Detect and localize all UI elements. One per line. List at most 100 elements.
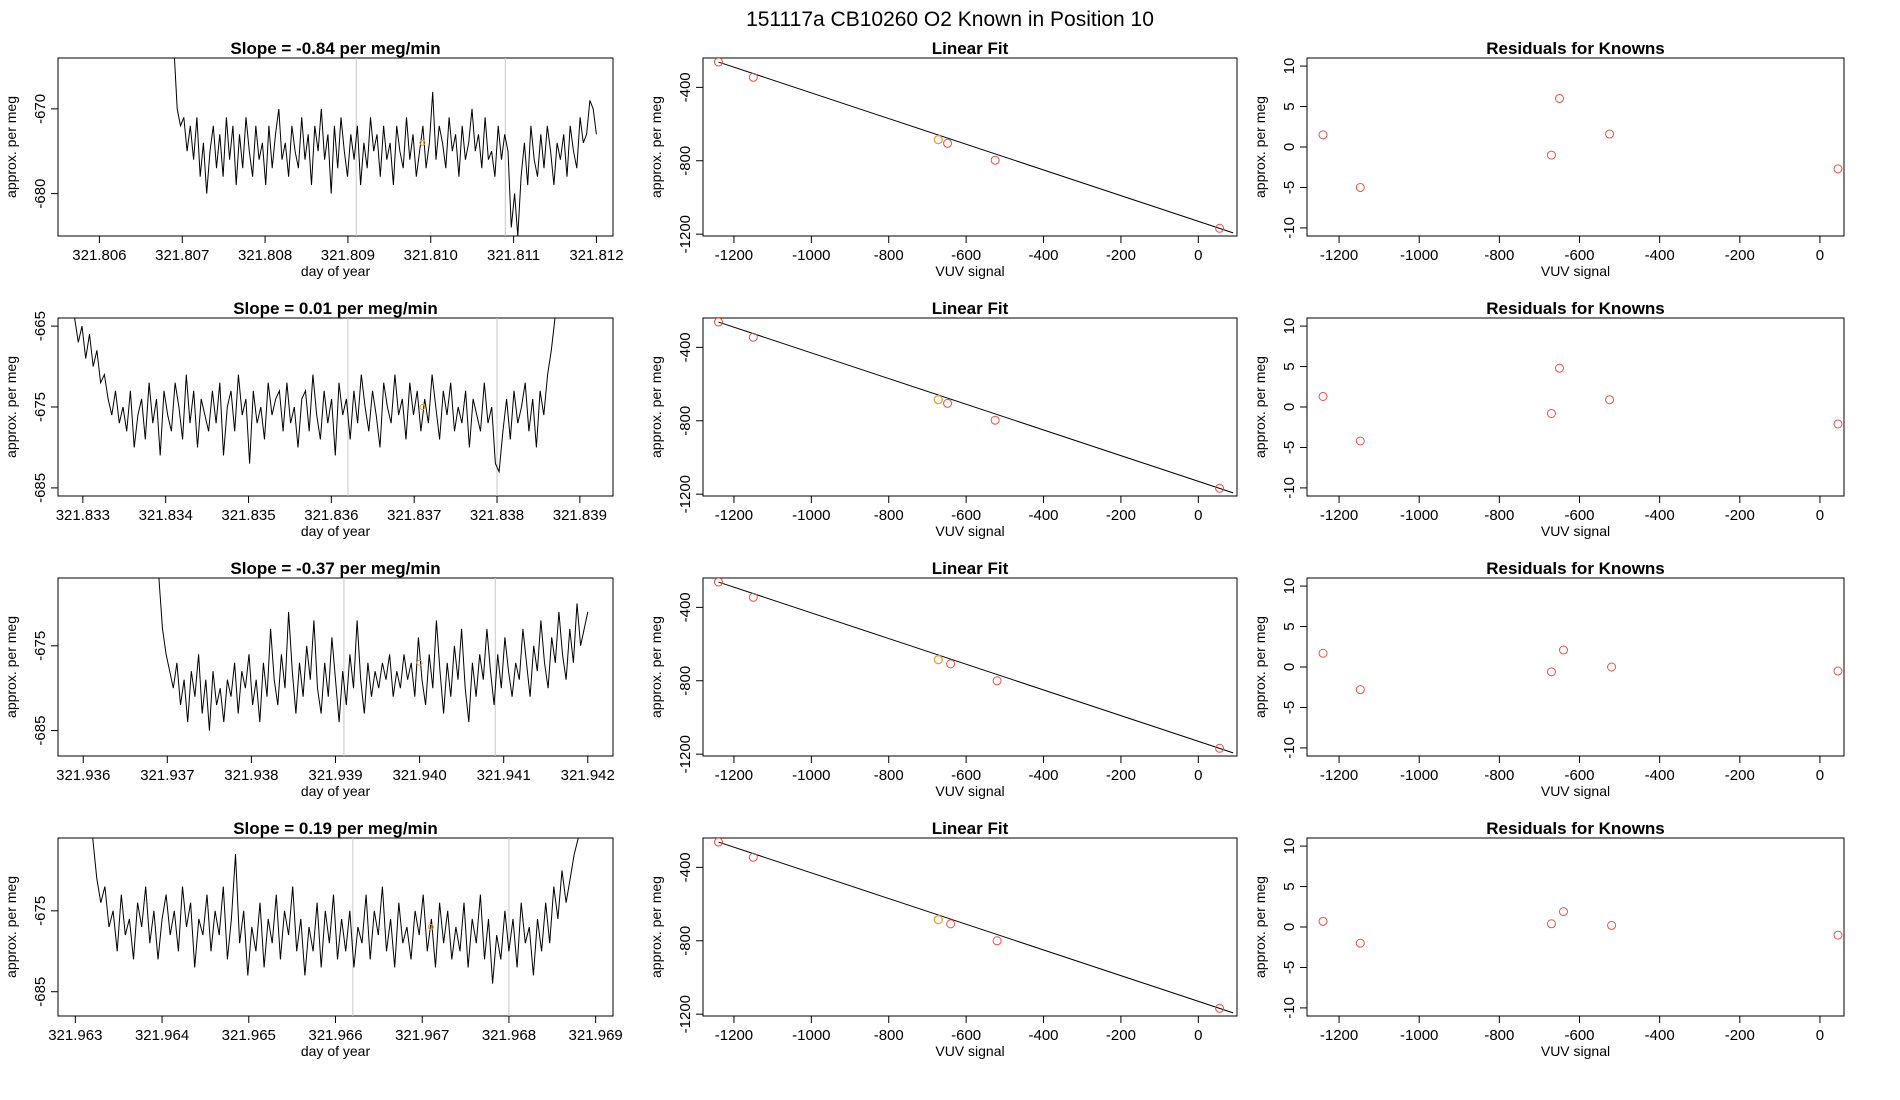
- data-point: [1215, 743, 1225, 753]
- x-tick-label: 321.936: [56, 767, 110, 784]
- x-tick-label: 321.942: [561, 767, 615, 784]
- data-point: [1318, 648, 1328, 658]
- plot-area: [74, 318, 556, 496]
- panel-title: Residuals for Knowns: [1486, 559, 1665, 578]
- series-line: [173, 58, 597, 236]
- y-tick-label: 10: [1281, 578, 1298, 595]
- x-tick-label: 321.833: [56, 507, 110, 524]
- x-tick-label: -1200: [715, 1027, 753, 1044]
- series-line: [74, 318, 556, 474]
- y-tick-label: -1200: [677, 995, 694, 1033]
- y-tick-label: -400: [677, 72, 694, 102]
- x-tick-label: -200: [1725, 767, 1755, 784]
- x-tick-label: -1200: [1320, 507, 1358, 524]
- data-point: [748, 852, 758, 862]
- x-tick-label: -1200: [715, 767, 753, 784]
- plot-frame: [57, 57, 614, 237]
- fit-line: [718, 841, 1234, 1014]
- x-tick-label: 321.966: [308, 1027, 362, 1044]
- x-tick-label: 321.809: [321, 247, 375, 264]
- x-axis-label: VUV signal: [1541, 783, 1610, 799]
- y-tick-label: 0: [1281, 663, 1298, 671]
- data-point: [1833, 419, 1843, 429]
- y-tick-label: -1200: [677, 215, 694, 253]
- panel-title: Linear Fit: [932, 39, 1009, 58]
- data-point: [713, 838, 723, 847]
- y-axis-label: approx. per meg: [1252, 96, 1268, 198]
- chart-panel-5: Linear Fit -1200 -1000 -800 -600 -400 -200 0 -40…: [648, 299, 1238, 539]
- x-tick-label: -400: [1029, 767, 1059, 784]
- y-tick-label: -680: [32, 179, 49, 209]
- x-tick-label: 0: [1816, 767, 1824, 784]
- chart-panel-3: Residuals for Knowns-1200 -1000 -800 -600 -4…: [1252, 39, 1845, 279]
- x-tick-label: -400: [1029, 1027, 1059, 1044]
- x-tick-label: 321.963: [48, 1027, 102, 1044]
- x-tick-label: -400: [1645, 507, 1675, 524]
- plot-frame: [1306, 577, 1845, 757]
- y-tick-label: -800: [677, 146, 694, 176]
- x-axis-label: VUV signal: [935, 783, 1004, 799]
- x-tick-label: 321.941: [477, 767, 531, 784]
- data-point: [1607, 662, 1617, 672]
- x-tick-label: 321.810: [404, 247, 458, 264]
- plot-frame: [702, 837, 1238, 1017]
- x-tick-label: -1000: [792, 507, 830, 524]
- y-tick-label: -5: [1281, 181, 1298, 194]
- x-axis-label: day of year: [301, 1043, 371, 1059]
- y-axis-label: approx. per meg: [3, 616, 19, 718]
- fit-line: [718, 61, 1234, 234]
- x-tick-label: -800: [1484, 767, 1514, 784]
- data-point: [946, 919, 956, 929]
- x-tick-label: 321.939: [308, 767, 362, 784]
- x-axis-label: VUV signal: [1541, 1043, 1610, 1059]
- x-tick-label: -800: [1484, 247, 1514, 264]
- x-tick-label: -1000: [1400, 247, 1438, 264]
- plot-frame: [702, 577, 1238, 757]
- x-tick-label: 321.938: [224, 767, 278, 784]
- x-axis-label: day of year: [301, 263, 371, 279]
- y-axis-label: approx. per meg: [648, 876, 664, 978]
- plot-area: [1318, 907, 1843, 948]
- x-tick-label: -1200: [715, 247, 753, 264]
- x-tick-label: 321.969: [569, 1027, 623, 1044]
- highlight-point: [933, 915, 943, 925]
- data-point: [1554, 363, 1564, 373]
- panel-title: Residuals for Knowns: [1486, 39, 1665, 58]
- y-tick-label: -685: [32, 977, 49, 1007]
- x-axis-label: VUV signal: [935, 1043, 1004, 1059]
- highlight-point: [416, 659, 423, 666]
- data-point: [1318, 916, 1328, 926]
- x-tick-label: 321.964: [135, 1027, 189, 1044]
- data-point: [713, 58, 723, 67]
- x-tick-label: -1000: [792, 247, 830, 264]
- y-tick-label: 5: [1281, 102, 1298, 110]
- data-point: [992, 676, 1002, 686]
- plot-area: [1318, 645, 1843, 695]
- x-tick-label: -600: [951, 507, 981, 524]
- x-tick-label: -200: [1725, 1027, 1755, 1044]
- panel-title: Linear Fit: [932, 819, 1009, 838]
- plot-frame: [1306, 317, 1845, 497]
- y-tick-label: 10: [1281, 838, 1298, 855]
- y-tick-label: -665: [32, 311, 49, 341]
- x-tick-label: -400: [1029, 247, 1059, 264]
- x-tick-label: 0: [1816, 1027, 1824, 1044]
- x-tick-label: 321.839: [553, 507, 607, 524]
- fit-line: [718, 321, 1234, 494]
- data-point: [1546, 667, 1556, 677]
- panel-title: Linear Fit: [932, 299, 1009, 318]
- x-tick-label: -200: [1106, 767, 1136, 784]
- panel-title: Linear Fit: [932, 559, 1009, 578]
- x-tick-label: -400: [1645, 1027, 1675, 1044]
- y-axis-label: approx. per meg: [1252, 356, 1268, 458]
- y-tick-label: 5: [1281, 882, 1298, 890]
- x-tick-label: -200: [1106, 507, 1136, 524]
- panel-title: Slope = 0.01 per meg/min: [233, 299, 438, 318]
- x-tick-label: 321.965: [222, 1027, 276, 1044]
- x-tick-label: 0: [1816, 247, 1824, 264]
- data-point: [1355, 685, 1365, 695]
- data-point: [1355, 182, 1365, 192]
- x-tick-label: -600: [951, 767, 981, 784]
- panel-title: Slope = -0.84 per meg/min: [230, 39, 440, 58]
- y-tick-label: -400: [677, 332, 694, 362]
